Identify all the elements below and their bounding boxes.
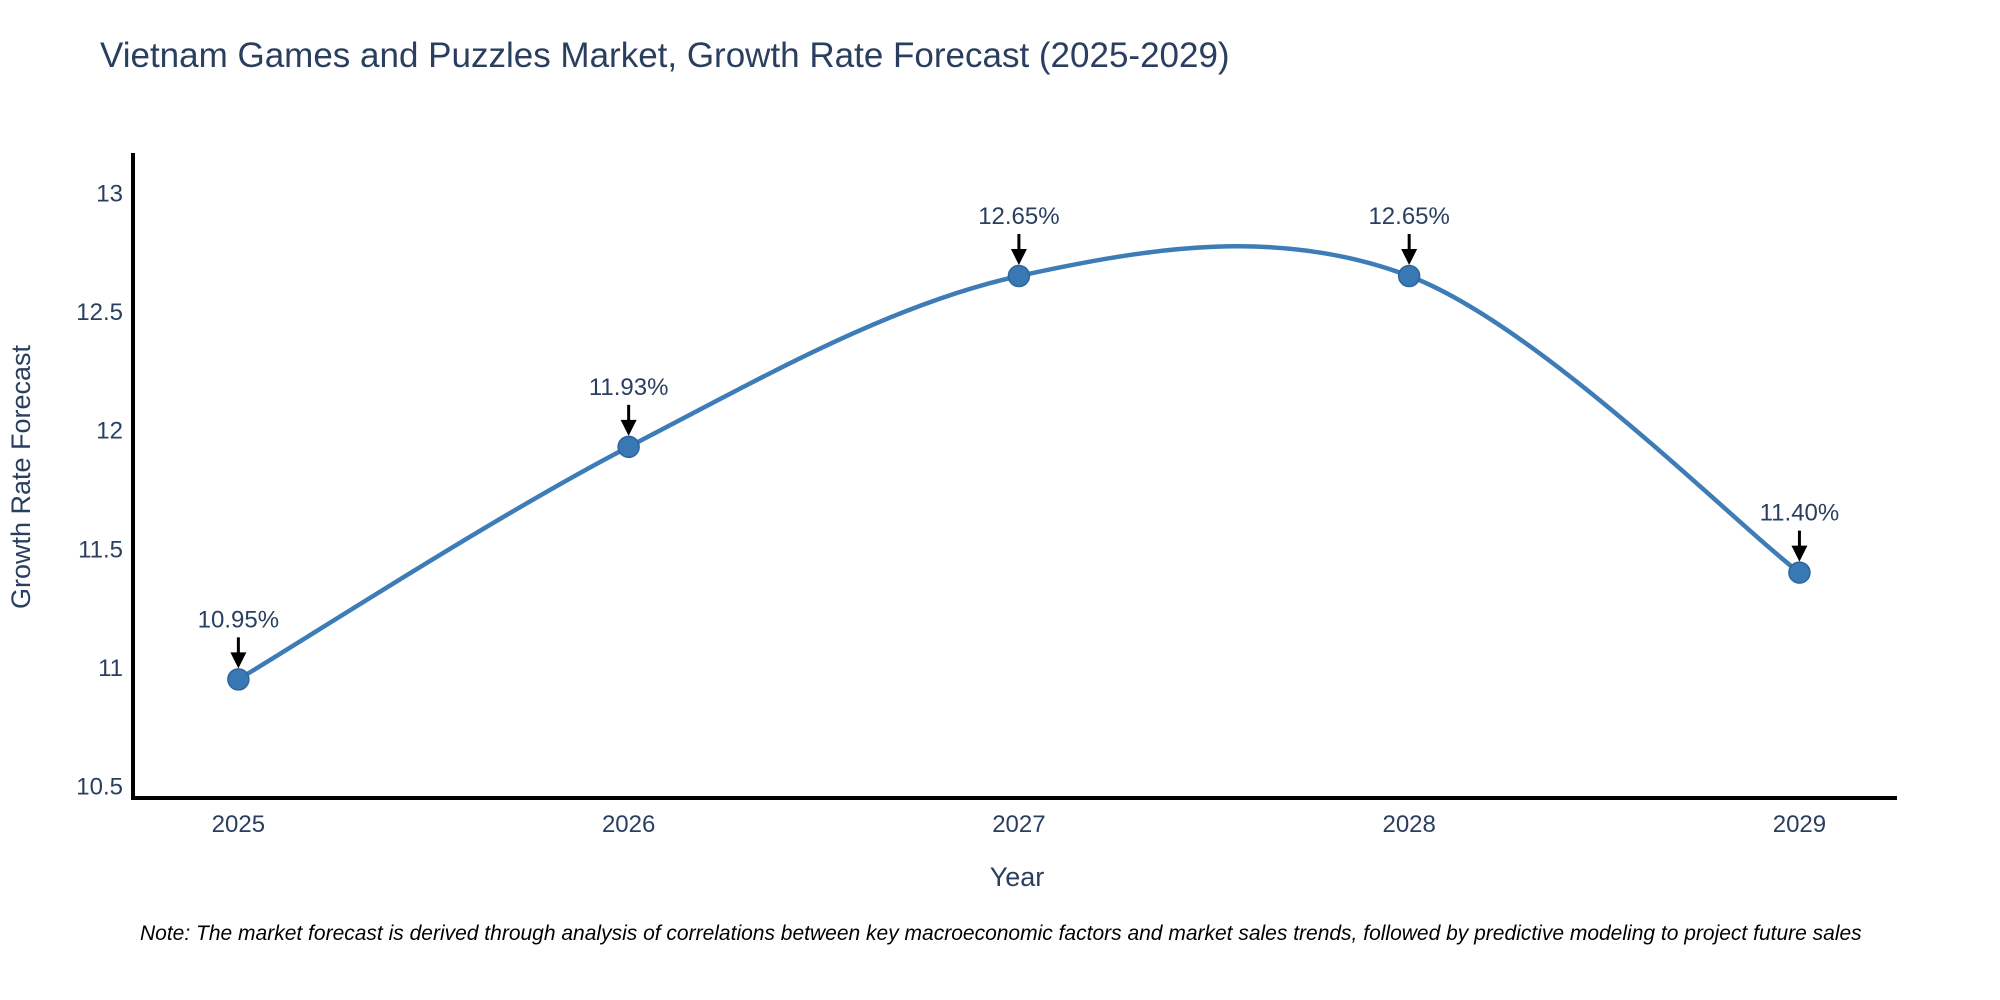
trend-line — [236, 244, 1802, 682]
annotation-label: 11.93% — [589, 374, 669, 401]
x-tick-label: 2027 — [992, 811, 1045, 838]
annotation-arrowhead — [1791, 545, 1808, 562]
y-tick-label: 10.5 — [76, 774, 123, 801]
annotation-label: 11.40% — [1760, 500, 1840, 527]
footnote: Note: The market forecast is derived thr… — [140, 922, 1862, 945]
data-point-marker — [617, 435, 640, 459]
y-tick-label: 12 — [96, 418, 123, 445]
y-tick-label: 11 — [98, 655, 123, 682]
x-tick-label: 2028 — [1382, 811, 1435, 838]
x-tick-label: 2025 — [212, 811, 265, 838]
annotation-label: 12.65% — [978, 203, 1059, 230]
annotations-layer: 10.95% 11.93% 12.65% 12.65% 11.40% — [198, 203, 1840, 669]
chart-title: Vietnam Games and Puzzles Market, Growth… — [100, 36, 1230, 75]
y-tick-label: 13 — [96, 180, 123, 207]
y-tick-label: 12.5 — [76, 299, 123, 326]
data-point-marker — [1788, 561, 1811, 584]
annotation-arrowhead — [1010, 249, 1027, 266]
x-axis-label: Year — [990, 862, 1045, 892]
annotation-label: 12.65% — [1368, 203, 1449, 230]
y-axis-label: Growth Rate Forecast — [6, 344, 36, 609]
annotation-arrowhead — [1401, 249, 1418, 266]
annotation-arrowhead — [230, 652, 247, 669]
x-tick-label: 2029 — [1773, 811, 1826, 838]
x-tick-label: 2026 — [602, 811, 655, 838]
data-point-marker — [1397, 264, 1421, 288]
series-layer — [227, 244, 1811, 691]
annotation-arrowhead — [620, 419, 637, 436]
y-tick-label: 11.5 — [78, 536, 123, 563]
annotation-label: 10.95% — [198, 606, 279, 633]
data-point-marker — [1007, 264, 1031, 288]
ticks-layer: 10.5 11 11.5 12 12.5 13 2025 2026 2027 2028 2029 — [76, 180, 1826, 838]
data-point-marker — [227, 668, 250, 691]
